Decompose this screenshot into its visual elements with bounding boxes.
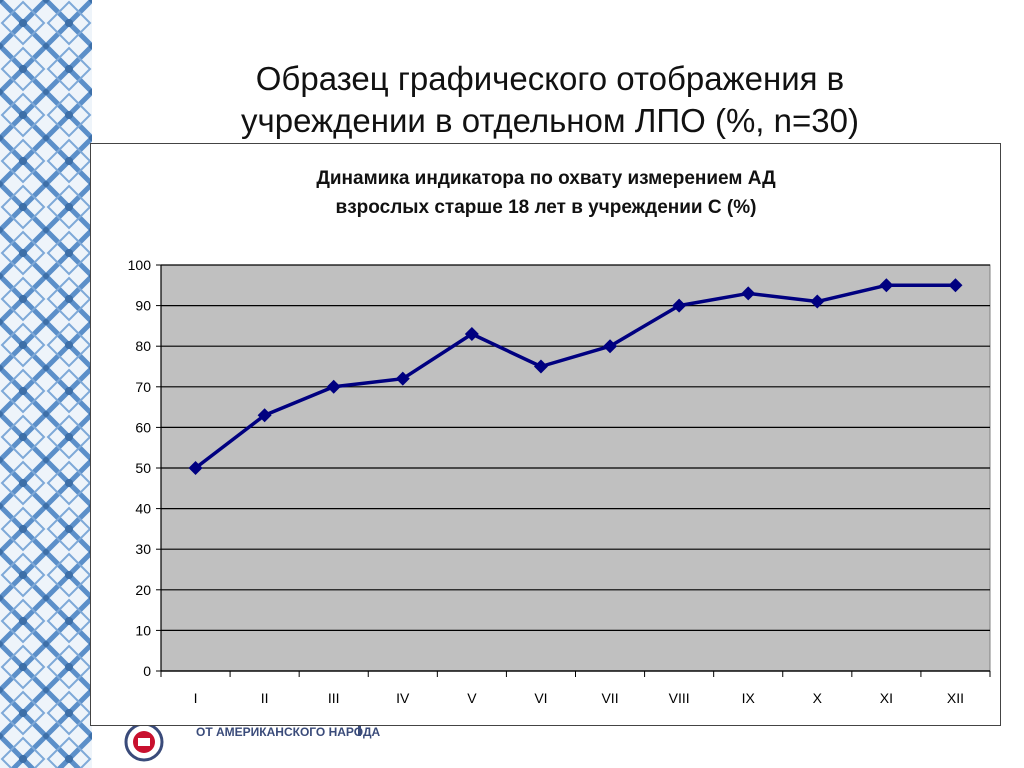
x-tick-label: XII bbox=[947, 690, 964, 706]
usaid-seal-logo bbox=[124, 722, 164, 762]
x-tick-label: I bbox=[194, 690, 198, 706]
data-point-marker bbox=[395, 371, 410, 386]
chart-title-line-1: Динамика индикатора по охвату измерением… bbox=[316, 168, 776, 189]
data-point-marker bbox=[810, 294, 825, 309]
x-tick-label: X bbox=[813, 690, 823, 706]
data-point-marker bbox=[741, 286, 756, 301]
x-tick-label: III bbox=[328, 690, 340, 706]
x-tick-label: IV bbox=[396, 690, 410, 706]
data-point-marker bbox=[948, 278, 963, 293]
y-tick-label: 90 bbox=[135, 298, 151, 314]
data-point-marker bbox=[188, 461, 203, 475]
data-point-marker bbox=[672, 298, 687, 313]
footer-divider bbox=[358, 722, 361, 736]
x-tick-label: XI bbox=[880, 690, 893, 706]
y-axis-tick-labels: 0 10 20 30 40 50 60 70 80 90 100 bbox=[128, 257, 152, 679]
chart-panel: Динамика индикатора по охвату измерением… bbox=[90, 143, 1001, 726]
data-point-marker bbox=[326, 379, 341, 394]
decorative-side-pattern bbox=[0, 0, 92, 768]
y-tick-label: 50 bbox=[135, 460, 151, 476]
line-chart: Динамика индикатора по охвату измерением… bbox=[128, 168, 991, 706]
data-point-marker bbox=[257, 408, 272, 423]
x-axis-tick-labels: I II III IV V VI VII VIII IX X XI XII bbox=[194, 690, 964, 706]
slide-title-line-1: Образец графического отображения в bbox=[255, 60, 845, 97]
x-tick-label: V bbox=[467, 690, 477, 706]
x-tick-label: VII bbox=[601, 690, 618, 706]
y-tick-label: 100 bbox=[128, 257, 152, 273]
y-tick-label: 0 bbox=[143, 663, 151, 679]
y-tick-label: 20 bbox=[135, 582, 151, 598]
footer-tagline: ОТ АМЕРИКАНСКОГО НАРОДА bbox=[196, 725, 381, 739]
series-line bbox=[194, 283, 956, 470]
data-point-marker bbox=[533, 359, 548, 374]
data-point-marker bbox=[603, 339, 618, 354]
y-tick-label: 40 bbox=[135, 501, 151, 517]
slide-title-line-2: учреждении в отдельном ЛПО (%, n=30) bbox=[241, 102, 859, 139]
data-point-marker bbox=[879, 278, 894, 293]
x-tick-label: IX bbox=[742, 690, 756, 706]
x-tick-label: II bbox=[261, 690, 269, 706]
data-point-marker bbox=[464, 327, 479, 342]
y-tick-label: 70 bbox=[135, 379, 151, 395]
axes bbox=[156, 264, 991, 677]
slide-title: Образец графического отображения в учреж… bbox=[120, 58, 980, 142]
y-tick-label: 30 bbox=[135, 541, 151, 557]
y-tick-label: 10 bbox=[135, 622, 151, 638]
x-tick-label: VI bbox=[534, 690, 547, 706]
y-tick-label: 60 bbox=[135, 419, 151, 435]
chart-title-line-2: взрослых старше 18 лет в учреждении С (%… bbox=[336, 197, 757, 218]
y-tick-label: 80 bbox=[135, 338, 151, 354]
x-tick-label: VIII bbox=[669, 690, 690, 706]
data-series bbox=[188, 278, 963, 475]
